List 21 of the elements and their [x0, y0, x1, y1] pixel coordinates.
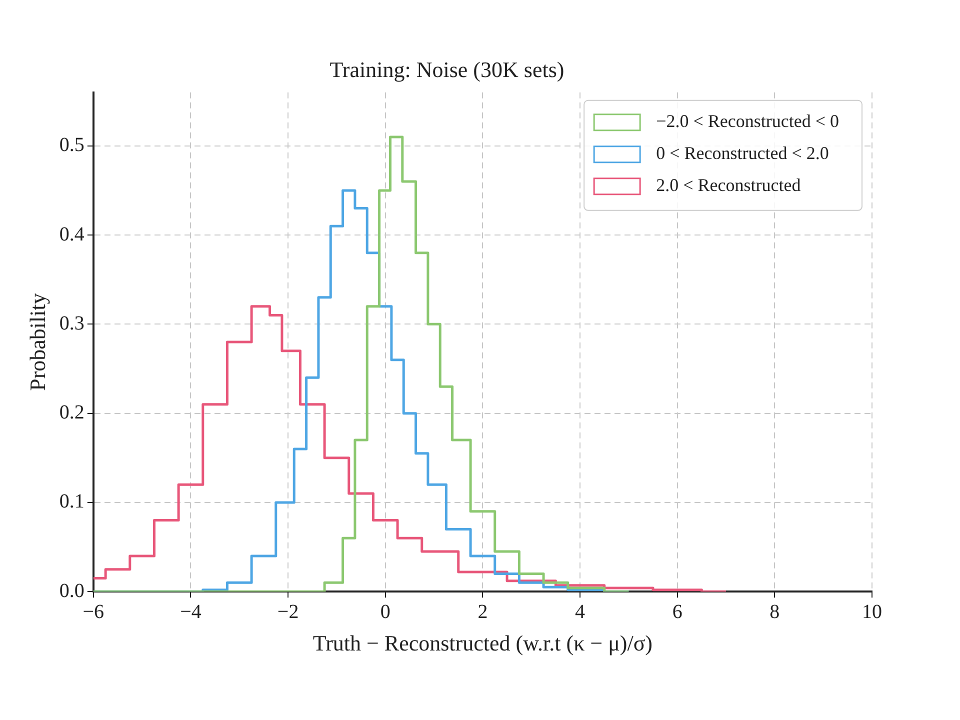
legend-label: 0 < Reconstructed < 2.0	[656, 143, 829, 164]
x-tick-label: −6	[82, 600, 104, 623]
y-tick-label: 0.5	[59, 134, 84, 156]
x-axis-title: Truth − Reconstructed (w.r.t (κ − μ)/σ)	[312, 630, 653, 656]
x-tick-label: 6	[672, 600, 682, 623]
x-tick-label: −2	[277, 600, 299, 623]
x-tick-label: −4	[180, 600, 202, 623]
y-tick-label: 0.2	[59, 402, 84, 424]
y-tick-label: 0.3	[59, 312, 84, 334]
x-tick-label: 2	[478, 600, 488, 623]
y-tick-label: 0.4	[59, 223, 84, 246]
x-tick-label: 0	[380, 600, 390, 623]
x-tick-label: 4	[575, 600, 586, 623]
chart-title: Training: Noise (30K sets)	[330, 56, 564, 82]
y-tick-label: 0.0	[59, 580, 84, 602]
y-tick-label: 0.1	[59, 490, 84, 513]
legend-label: 2.0 < Reconstructed	[656, 175, 801, 196]
x-tick-label: 10	[862, 600, 882, 623]
legend-label: −2.0 < Reconstructed < 0	[656, 111, 840, 132]
x-tick-label: 8	[770, 600, 780, 623]
y-axis-title: Probability	[24, 293, 50, 391]
